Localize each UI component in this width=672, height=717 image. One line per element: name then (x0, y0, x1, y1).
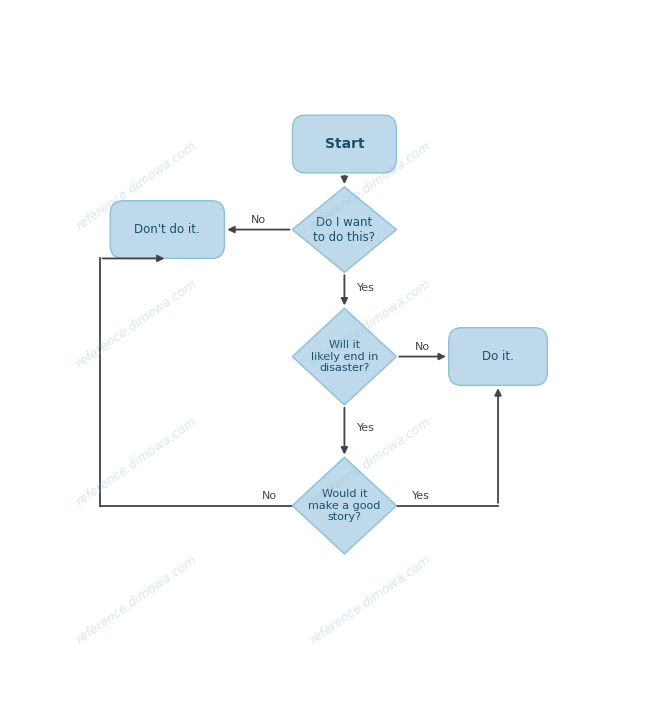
Text: reference.dimowa.com: reference.dimowa.com (73, 277, 199, 370)
FancyBboxPatch shape (449, 328, 548, 386)
Text: No: No (415, 342, 430, 352)
Text: reference.dimowa.com: reference.dimowa.com (308, 415, 433, 508)
Text: Start: Start (325, 137, 364, 151)
Text: Would it
make a good
story?: Would it make a good story? (308, 489, 380, 522)
Text: Yes: Yes (358, 282, 375, 293)
Text: reference.dimowa.com: reference.dimowa.com (73, 139, 199, 232)
Polygon shape (292, 457, 396, 554)
Text: reference.dimowa.com: reference.dimowa.com (308, 139, 433, 232)
Text: No: No (251, 215, 266, 225)
Text: No: No (261, 491, 277, 501)
Text: reference.dimowa.com: reference.dimowa.com (308, 553, 433, 646)
FancyBboxPatch shape (292, 115, 396, 173)
Text: Don't do it.: Don't do it. (134, 223, 200, 236)
Text: Do it.: Do it. (482, 350, 514, 363)
Text: reference.dimowa.com: reference.dimowa.com (73, 553, 199, 646)
Text: Will it
likely end in
disaster?: Will it likely end in disaster? (310, 340, 378, 373)
Text: reference.dimowa.com: reference.dimowa.com (308, 277, 433, 370)
Text: Yes: Yes (358, 423, 375, 433)
Polygon shape (292, 187, 396, 272)
Polygon shape (292, 308, 396, 405)
Text: Do I want
to do this?: Do I want to do this? (313, 216, 376, 244)
Text: Yes: Yes (412, 491, 430, 501)
Text: reference.dimowa.com: reference.dimowa.com (73, 415, 199, 508)
FancyBboxPatch shape (110, 201, 224, 258)
